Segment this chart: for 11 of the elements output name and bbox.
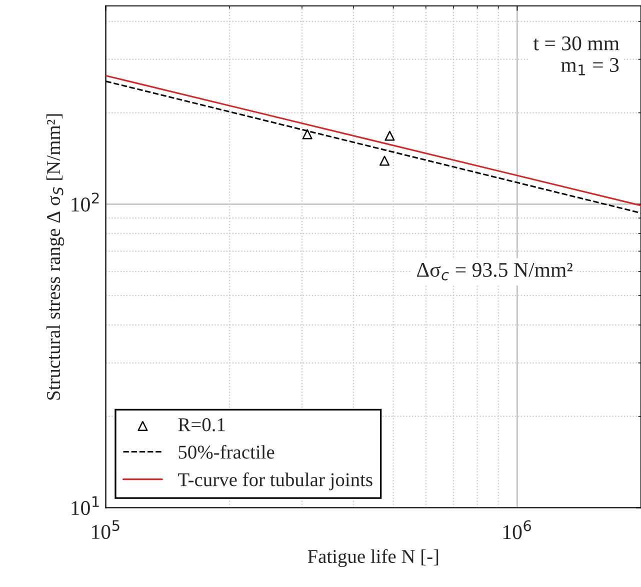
x-tick-label: 10$^{6}$ (503, 520, 532, 540)
x-tick-label: 10$^{5}$ (92, 520, 120, 540)
y-tick-label: 10$^{2}$ (72, 192, 99, 212)
legend-label: T-curve for tubular joints (178, 472, 372, 490)
annotation: Δσ$_{c}$ = 93.5 N/mm² (416, 262, 572, 280)
annotation: t = 30 mm m$_{1}$ = 3 (533, 36, 620, 76)
x-axis-title: Fatigue life N [-] (308, 549, 438, 568)
legend-label: R=0.1 (178, 418, 225, 432)
y-tick-label: 10$^{1}$ (72, 496, 99, 516)
y-axis-title: Structural stress range Δ σ$_{S}$ [N/mm²] (46, 114, 64, 400)
legend-label: 50%-fractile (178, 444, 274, 459)
